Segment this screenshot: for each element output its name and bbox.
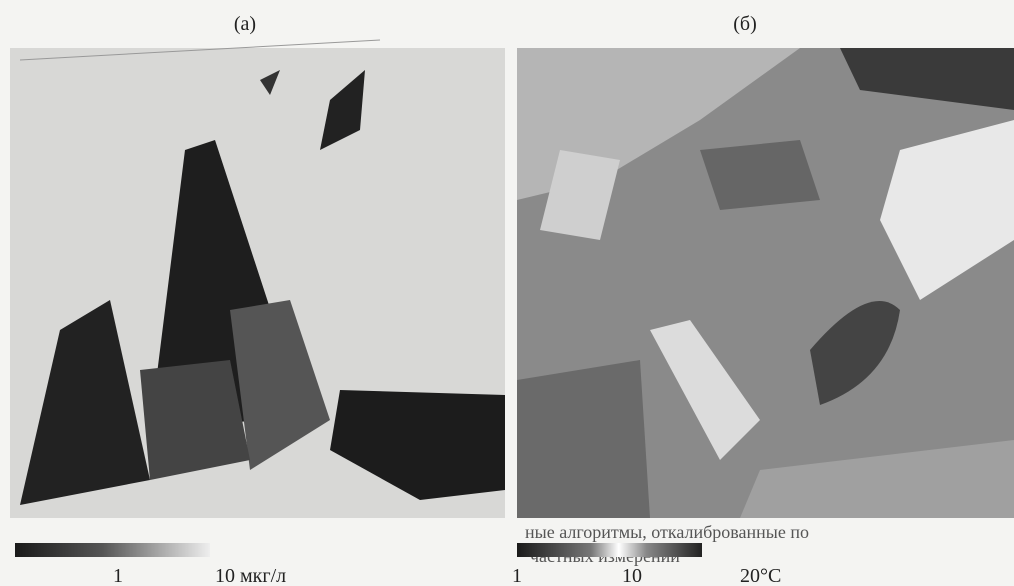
colorbar-tick-label: 10 мкг/л (215, 565, 286, 586)
image-b (517, 48, 1014, 518)
colorbar-tick-label: 20°C (740, 565, 781, 586)
colorbar (517, 543, 702, 557)
colorbar-tick-label: 1 (512, 565, 522, 586)
colorbar (15, 543, 210, 557)
colorbar-tick-label: 10 (622, 565, 642, 586)
figure-page: (а) (б) ные алгоритмы, откалиброванные п… (0, 0, 1014, 586)
panel-label: (а) (234, 13, 256, 35)
background-text: ные алгоритмы, откалиброванные по (525, 522, 809, 542)
panel-label: (б) (733, 13, 757, 35)
image-a (10, 40, 505, 518)
colorbar-tick-label: 1 (113, 565, 123, 586)
figure: (а) (б) ные алгоритмы, откалиброванные п… (0, 0, 1014, 586)
